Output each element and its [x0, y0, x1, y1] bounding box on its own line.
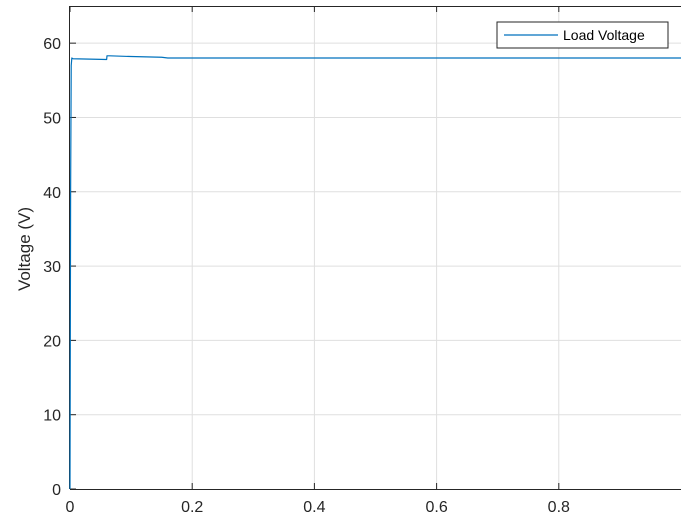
- legend-label: Load Voltage: [563, 27, 645, 43]
- x-tick-label: 0.2: [181, 499, 203, 516]
- y-tick-label: 40: [43, 185, 61, 202]
- x-tick-label: 0.8: [548, 499, 570, 516]
- x-tick-label: 0.4: [303, 499, 325, 516]
- y-tick-label: 50: [43, 110, 61, 127]
- y-tick-label: 20: [43, 333, 61, 350]
- x-tick-label: 0.6: [425, 499, 447, 516]
- grid: [70, 6, 681, 489]
- y-tick-label: 10: [43, 408, 61, 425]
- y-tick-label: 0: [52, 482, 61, 499]
- series-line-load-voltage: [69, 55, 681, 490]
- axes: [69, 6, 681, 490]
- legend: Load Voltage: [496, 21, 669, 49]
- x-tick-label: 0: [66, 499, 75, 516]
- y-tick-label: 60: [43, 36, 61, 53]
- y-tick-label: 30: [43, 259, 61, 276]
- y-axis-label: Voltage (V): [15, 207, 34, 291]
- series-layer: [69, 55, 681, 490]
- tick-labels: 0 0.2 0.4 0.6 0.8 0 10 20 30 40 50 60: [43, 36, 570, 516]
